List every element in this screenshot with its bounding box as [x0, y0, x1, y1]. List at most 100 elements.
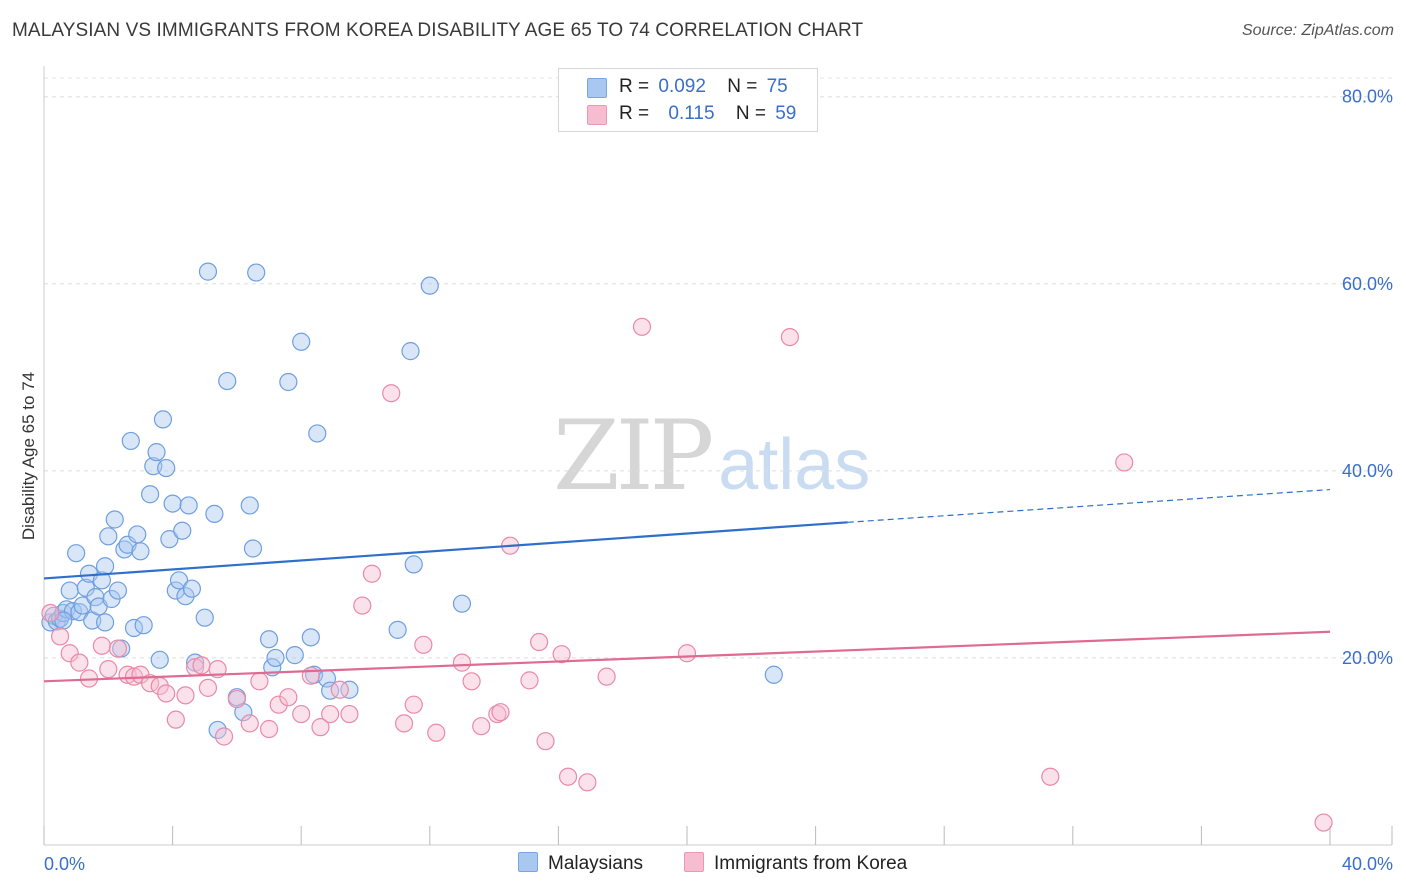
korea-point — [240, 714, 259, 733]
x-tick-label: 0.0% — [44, 854, 85, 874]
korea-point — [780, 327, 799, 347]
malaysians-point — [108, 581, 128, 600]
korea-point — [578, 773, 597, 792]
malaysians-point — [340, 680, 359, 699]
korea-point — [1314, 813, 1333, 832]
malaysians-point — [176, 587, 195, 606]
korea-point — [558, 767, 578, 786]
chart-title: MALAYSIAN VS IMMIGRANTS FROM KOREA DISAB… — [12, 20, 864, 41]
trend-lines — [43, 488, 1331, 683]
malaysians-point — [157, 458, 176, 478]
korea-point — [166, 710, 185, 729]
korea-point — [462, 672, 481, 691]
korea-point — [50, 627, 70, 646]
malaysians-point — [153, 410, 173, 429]
malaysians-point — [73, 596, 92, 615]
korea-point — [414, 635, 433, 654]
korea-point — [340, 704, 359, 724]
grid-lines — [44, 77, 1392, 659]
korea-point — [552, 645, 571, 664]
korea-point — [427, 723, 446, 742]
malaysians-point — [205, 504, 224, 523]
malaysians-point — [401, 342, 420, 361]
malaysians-point — [166, 581, 185, 600]
malaysians-point — [198, 262, 218, 281]
malaysians-point — [160, 530, 179, 549]
malaysians-point — [67, 544, 86, 563]
korea-point — [536, 732, 555, 751]
malaysians-point — [140, 485, 160, 504]
korea-point — [530, 632, 549, 652]
malaysians-point — [243, 539, 263, 558]
legend-n-label: N = — [727, 76, 758, 97]
malaysians-point — [128, 525, 147, 544]
malaysians-point — [321, 681, 340, 700]
malaysians-point — [301, 628, 320, 647]
malaysians-point — [63, 602, 83, 621]
malaysians-point — [420, 276, 439, 295]
malaysians-point — [179, 496, 198, 515]
malaysians-point — [404, 555, 423, 574]
malaysians-point — [147, 443, 166, 462]
malaysians-point — [95, 557, 115, 576]
malaysians-point — [452, 594, 472, 613]
malaysians-point — [388, 620, 407, 639]
korea-point — [632, 317, 652, 336]
legend-swatch-malaysians — [587, 78, 607, 98]
y-tick-label: 20.0% — [1342, 648, 1393, 668]
malaysians-point — [99, 527, 118, 546]
malaysians-point — [131, 542, 150, 561]
korea-point — [70, 653, 89, 672]
malaysians-point — [163, 494, 182, 513]
malaysians-point — [105, 510, 124, 529]
korea-point — [108, 639, 128, 658]
malaysians-trend-extension — [847, 488, 1331, 523]
korea-point — [192, 656, 211, 675]
korea-point — [279, 688, 298, 707]
korea-point — [330, 680, 349, 699]
bottom-legend-malaysians: Malaysians — [518, 852, 643, 875]
korea-point — [382, 384, 401, 403]
legend-n-value: 59 — [775, 103, 797, 124]
malaysians-point — [150, 650, 169, 669]
legend-r-label: R = — [619, 103, 650, 124]
bottom-legend-swatch-malaysians — [518, 852, 538, 872]
correlation-legend: R = 0.092 N = 75 R = 0.115 N = 59 — [558, 68, 818, 132]
legend-swatch-korea — [587, 105, 607, 125]
korea-point — [677, 644, 697, 663]
malaysians-point — [266, 648, 285, 668]
bottom-legend-swatch-korea — [684, 852, 704, 872]
malaysians-point — [218, 371, 237, 391]
malaysians-point — [195, 608, 214, 627]
korea-point — [227, 689, 246, 709]
malaysians-point — [121, 431, 140, 451]
malaysians-point — [308, 424, 327, 443]
malaysians-point — [169, 571, 189, 590]
y-tick-label: 40.0% — [1342, 461, 1393, 481]
malaysians-point — [208, 720, 227, 740]
legend-n-value: 75 — [766, 76, 788, 97]
korea-point — [472, 717, 491, 736]
korea-point — [99, 660, 118, 679]
korea-point — [404, 695, 423, 714]
legend-n-label: N = — [735, 103, 766, 124]
korea-point — [321, 704, 340, 724]
watermark-logo: ZIP atlas — [553, 400, 870, 512]
legend-r-value: 0.092 — [658, 76, 706, 97]
bottom-legend-korea: Immigrants from Korea — [684, 852, 907, 875]
legend-text-malaysians: R = 0.092 N = 75 — [619, 76, 788, 98]
watermark-atlas: atlas — [718, 425, 871, 505]
korea-point — [520, 671, 539, 690]
malaysians-point — [92, 571, 111, 590]
malaysians-point — [292, 332, 311, 351]
korea-point — [250, 672, 269, 691]
korea-point — [176, 686, 195, 705]
malaysians-point — [279, 372, 298, 392]
bottom-legend-label-malaysians: Malaysians — [548, 853, 644, 874]
korea-point — [157, 684, 176, 703]
korea-point — [491, 703, 510, 722]
malaysians-point — [173, 521, 192, 540]
korea-point — [60, 644, 79, 663]
malaysians-point — [764, 665, 783, 684]
